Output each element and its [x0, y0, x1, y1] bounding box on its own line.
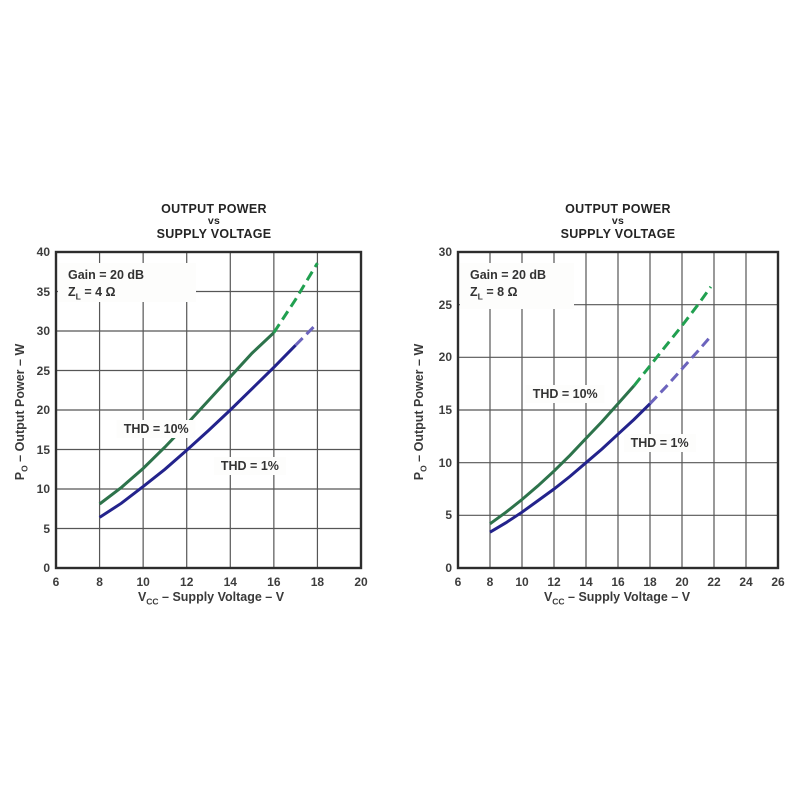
x-tick-label: 16 — [267, 575, 281, 589]
curve-label-thd-10-: THD = 10% — [525, 385, 605, 404]
y-tick-label: 20 — [438, 350, 452, 365]
plot-border — [456, 250, 780, 570]
chart-right-xaxis-label: VCC – Supply Voltage – V — [543, 590, 691, 607]
x-tick-label: 14 — [223, 575, 237, 589]
plot-area-right — [456, 250, 780, 570]
x-tick-label: 24 — [739, 575, 753, 589]
curve-label-thd-10-: THD = 10% — [116, 419, 196, 438]
load-condition: ZL = 4 Ω — [68, 285, 116, 302]
y-tick-label: 15 — [438, 403, 452, 417]
y-tick-label: 20 — [36, 403, 50, 417]
x-tick-label: 6 — [454, 575, 462, 589]
y-tick-label: 10 — [36, 482, 50, 496]
y-tick-label: 30 — [438, 245, 452, 259]
y-tick-label: 5 — [43, 521, 50, 536]
chart-right-title: OUTPUT POWER vs SUPPLY VOLTAGE — [561, 202, 676, 241]
x-tick-label: 14 — [579, 575, 593, 589]
gain-condition: Gain = 20 dB — [470, 268, 547, 282]
plot-border — [54, 250, 363, 570]
gain-condition: Gain = 20 dB — [68, 268, 145, 282]
series-solid-thd-1- — [98, 344, 297, 519]
y-tick-label: 25 — [36, 363, 50, 378]
title-line-3: SUPPLY VOLTAGE — [560, 227, 676, 241]
chart-right-conditions: Gain = 20 dB ZL = 8 Ω — [460, 263, 574, 309]
chart-left-xaxis-label: VCC – Supply Voltage – V — [137, 590, 285, 607]
series-solid-thd-10- — [489, 384, 636, 526]
x-tick-label: 26 — [771, 575, 785, 589]
x-tick-label: 10 — [515, 575, 529, 589]
x-tick-label: 22 — [707, 575, 721, 589]
y-tick-label: 10 — [438, 455, 452, 470]
title-line-1: OUTPUT POWER — [565, 202, 671, 216]
title-line-2: vs — [207, 215, 221, 227]
y-tick-label: 15 — [36, 442, 50, 457]
series-solid-thd-1- — [489, 402, 652, 534]
x-tick-label: 20 — [675, 575, 689, 589]
series-dashed-thd-1- — [648, 335, 712, 405]
series-dashed-thd-10- — [272, 262, 319, 334]
y-tick-label: 5 — [445, 508, 452, 523]
x-tick-label: 12 — [547, 575, 561, 589]
y-tick-label: 0 — [43, 561, 50, 575]
x-tick-label: 16 — [611, 575, 625, 589]
chart-left-conditions: Gain = 20 dB ZL = 4 Ω — [58, 263, 196, 302]
y-tick-label: 40 — [36, 245, 50, 259]
x-tick-label: 18 — [643, 575, 657, 589]
chart-left-title: OUTPUT POWER vs SUPPLY VOLTAGE — [157, 202, 272, 241]
series-dashed-thd-10- — [632, 285, 713, 387]
y-tick-label: 30 — [36, 324, 50, 338]
x-tick-label: 20 — [354, 575, 368, 589]
curve-label-thd-1-: THD = 1% — [623, 433, 696, 452]
y-tick-label: 35 — [36, 284, 50, 299]
x-tick-label: 8 — [486, 575, 494, 589]
curve-label-thd-1-: THD = 1% — [213, 457, 286, 476]
series-dashed-thd-1- — [294, 322, 319, 347]
x-tick-label: 6 — [52, 575, 60, 589]
y-tick-label: 0 — [445, 561, 452, 575]
load-condition: ZL = 8 Ω — [470, 285, 518, 302]
x-tick-label: 10 — [136, 575, 150, 589]
y-tick-label: 25 — [438, 297, 452, 312]
title-line-3: SUPPLY VOLTAGE — [156, 227, 272, 241]
title-line-2: vs — [611, 215, 625, 227]
title-line-1: OUTPUT POWER — [161, 202, 267, 216]
x-tick-label: 12 — [180, 575, 194, 589]
x-tick-label: 18 — [310, 575, 325, 589]
x-tick-label: 8 — [96, 575, 103, 589]
